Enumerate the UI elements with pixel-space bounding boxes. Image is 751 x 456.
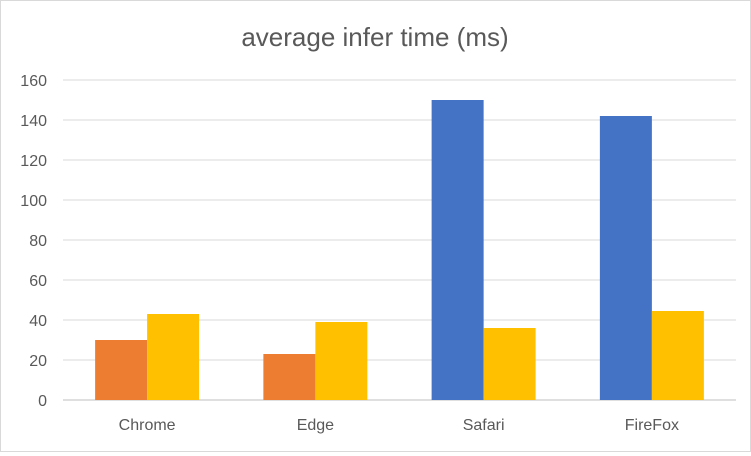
y-tick-label: 20 (29, 353, 47, 370)
bars (95, 100, 704, 400)
bar-safari (483, 328, 536, 400)
bar-edge (263, 354, 316, 400)
x-tick-label: Chrome (119, 417, 176, 434)
y-tick-label: 40 (29, 313, 47, 330)
bar-firefox (651, 311, 704, 400)
y-tick-label: 120 (20, 153, 47, 170)
bar-chrome (147, 314, 200, 400)
x-tick-label: Edge (297, 417, 334, 434)
bar-chrome (95, 340, 148, 400)
y-tick-label: 140 (20, 113, 47, 130)
x-tick-label: FireFox (625, 417, 679, 434)
y-tick-label: 80 (29, 233, 47, 250)
y-axis-ticks: 0 20 40 60 80 100 120 140 160 (20, 73, 47, 410)
y-tick-label: 60 (29, 273, 47, 290)
x-axis-ticks: Chrome Edge Safari FireFox (119, 417, 679, 434)
y-tick-label: 100 (20, 193, 47, 210)
y-tick-label: 160 (20, 73, 47, 90)
bar-safari (431, 100, 484, 400)
bar-edge (315, 322, 368, 400)
y-tick-label: 0 (38, 393, 47, 410)
bar-firefox (599, 116, 652, 400)
chart-title: average infer time (ms) (241, 22, 508, 52)
x-tick-label: Safari (463, 417, 505, 434)
